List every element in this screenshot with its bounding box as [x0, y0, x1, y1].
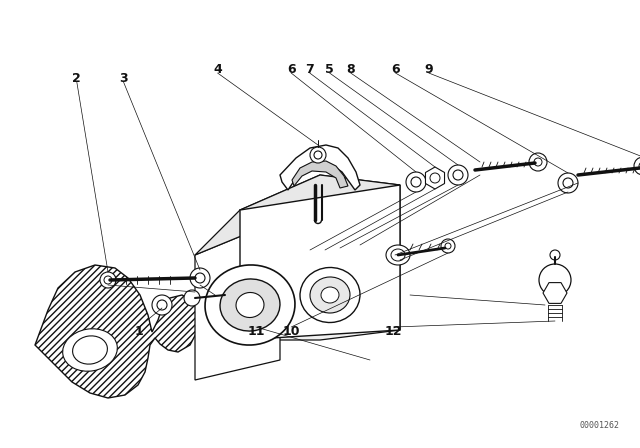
Text: 10: 10	[282, 325, 300, 338]
Circle shape	[550, 250, 560, 260]
Polygon shape	[195, 175, 400, 255]
Ellipse shape	[220, 279, 280, 331]
Text: 8: 8	[346, 63, 355, 76]
Text: 6: 6	[287, 63, 296, 76]
Polygon shape	[426, 167, 445, 189]
Circle shape	[539, 264, 571, 296]
Ellipse shape	[236, 293, 264, 318]
Polygon shape	[240, 175, 400, 340]
Ellipse shape	[63, 329, 117, 371]
Ellipse shape	[72, 336, 108, 364]
Text: 12: 12	[385, 325, 403, 338]
Polygon shape	[35, 265, 198, 398]
Ellipse shape	[321, 287, 339, 303]
Circle shape	[529, 153, 547, 171]
Polygon shape	[543, 283, 567, 303]
Ellipse shape	[310, 277, 350, 313]
Polygon shape	[195, 220, 280, 380]
Ellipse shape	[386, 245, 410, 265]
Text: 6: 6	[391, 63, 400, 76]
Text: 4: 4	[213, 63, 222, 76]
Text: 2: 2	[72, 72, 81, 85]
Polygon shape	[240, 185, 400, 340]
Text: 11: 11	[247, 325, 265, 338]
Circle shape	[310, 147, 326, 163]
Polygon shape	[280, 145, 360, 190]
Polygon shape	[292, 161, 348, 188]
Circle shape	[190, 268, 210, 288]
Ellipse shape	[391, 249, 405, 261]
Text: 1: 1	[134, 325, 143, 338]
Circle shape	[558, 173, 578, 193]
Circle shape	[441, 239, 455, 253]
Circle shape	[100, 272, 116, 288]
Text: 5: 5	[325, 63, 334, 76]
Circle shape	[406, 172, 426, 192]
Circle shape	[448, 165, 468, 185]
Circle shape	[314, 151, 322, 159]
Ellipse shape	[300, 267, 360, 323]
Text: 00001262: 00001262	[580, 421, 620, 430]
Text: 3: 3	[119, 72, 128, 85]
Circle shape	[634, 157, 640, 175]
Circle shape	[184, 290, 200, 306]
Circle shape	[152, 295, 172, 315]
Circle shape	[157, 300, 167, 310]
Ellipse shape	[205, 265, 295, 345]
Text: 7: 7	[305, 63, 314, 76]
Text: 9: 9	[424, 63, 433, 76]
